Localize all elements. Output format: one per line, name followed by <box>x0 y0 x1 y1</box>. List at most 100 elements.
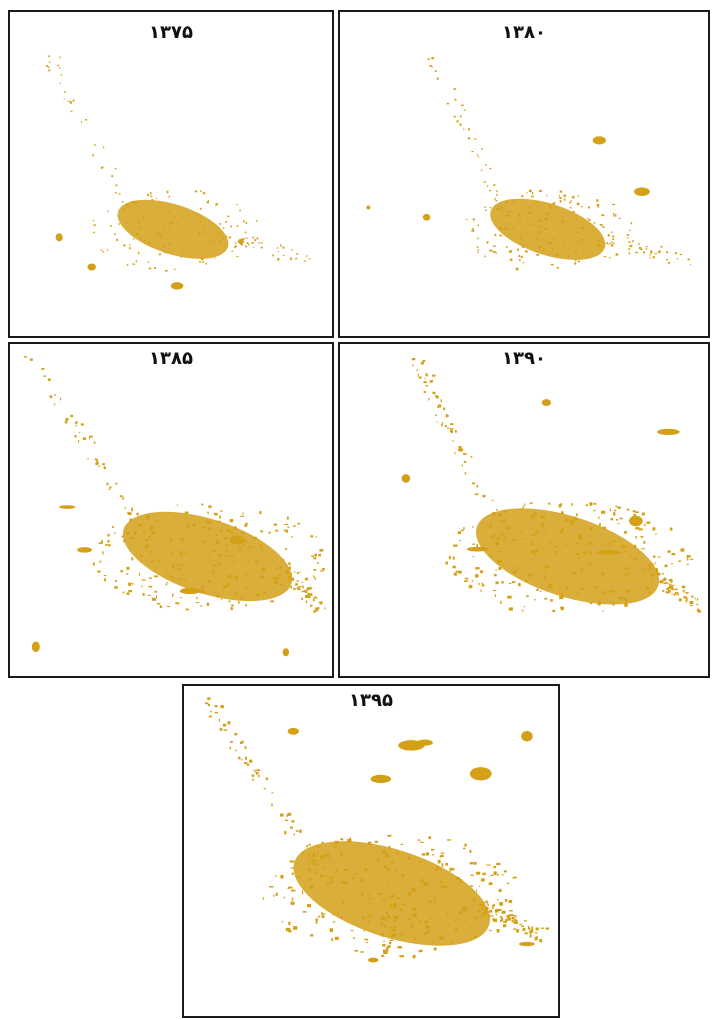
corridor-patch <box>49 395 53 399</box>
corridor-patch <box>143 531 147 534</box>
corridor-patch <box>659 580 663 583</box>
urban-patch <box>574 566 578 568</box>
urban-patch <box>552 204 555 206</box>
corridor-patch <box>454 98 457 101</box>
urban-patch <box>474 935 478 938</box>
urban-patch <box>213 238 215 241</box>
urban-patch <box>559 197 562 200</box>
corridor-patch <box>459 446 461 448</box>
urban-patch <box>530 550 535 554</box>
urban-patch <box>316 846 321 848</box>
urban-patch <box>230 607 233 611</box>
urban-patch <box>521 609 524 612</box>
urban-patch <box>546 565 550 568</box>
urban-patch <box>218 554 222 557</box>
corridor-patch <box>47 378 51 381</box>
corridor-patch <box>131 200 134 203</box>
corridor-patch <box>287 812 292 816</box>
satellite-settlement <box>592 136 606 145</box>
urban-patch <box>228 236 232 239</box>
urban-patch <box>580 588 584 590</box>
corridor-patch <box>313 596 317 599</box>
urban-patch <box>469 862 474 865</box>
urban-patch <box>180 553 184 556</box>
urban-patch <box>649 591 651 594</box>
corridor-patch <box>486 185 489 187</box>
corridor-patch <box>296 571 299 575</box>
urban-patch <box>107 533 110 537</box>
urban-patch <box>505 898 508 902</box>
corridor-patch <box>470 456 473 458</box>
corridor-patch <box>220 705 224 709</box>
urban-patch <box>138 572 140 576</box>
urban-patch <box>496 928 500 933</box>
urban-patch <box>524 580 528 583</box>
corridor-patch <box>501 910 506 914</box>
urban-patch <box>509 259 513 261</box>
urban-patch <box>439 855 443 858</box>
urban-patch <box>489 207 492 209</box>
urban-patch <box>319 548 324 552</box>
corridor-patch <box>286 814 288 818</box>
urban-patch <box>207 511 209 514</box>
urban-patch <box>137 251 140 255</box>
urban-patch <box>170 224 172 226</box>
urban-patch <box>570 524 574 526</box>
corridor-patch <box>505 525 507 528</box>
corridor-patch <box>312 854 316 857</box>
corridor-patch <box>673 584 675 586</box>
corridor-patch <box>429 65 432 67</box>
urban-patch <box>315 536 317 538</box>
urban-patch <box>245 573 249 575</box>
satellite-settlement <box>457 447 464 452</box>
urban-patch <box>164 218 166 221</box>
corridor-patch <box>471 151 474 153</box>
corridor-patch <box>289 826 293 829</box>
urban-patch <box>376 858 380 862</box>
urban-patch <box>126 573 129 575</box>
urban-patch <box>499 888 502 892</box>
urban-patch <box>230 531 233 534</box>
urban-patch <box>180 538 184 541</box>
corridor-patch <box>260 246 263 249</box>
corridor-patch <box>59 82 61 84</box>
urban-patch <box>149 192 152 195</box>
urban-patch <box>521 514 524 517</box>
corridor-patch <box>251 242 254 244</box>
corridor-patch <box>627 237 629 239</box>
urban-patch <box>447 885 449 888</box>
urban-patch <box>235 592 238 595</box>
urban-patch <box>114 579 117 582</box>
urban-patch <box>199 207 202 210</box>
corridor-patch <box>100 167 103 169</box>
urban-patch <box>623 550 626 553</box>
urban-patch <box>184 230 186 232</box>
corridor-patch <box>301 581 303 584</box>
urban-patch <box>538 245 541 249</box>
urban-patch <box>262 897 264 900</box>
corridor-patch <box>64 91 66 94</box>
urban-patch <box>652 555 656 558</box>
corridor-patch <box>675 592 679 594</box>
corridor-patch <box>674 252 677 255</box>
urban-patch <box>135 260 137 263</box>
urban-patch <box>253 536 257 539</box>
urban-patch <box>407 918 411 920</box>
corridor-patch <box>295 258 298 260</box>
urban-patch <box>354 949 358 952</box>
corridor-patch <box>146 544 150 546</box>
urban-patch <box>664 564 668 568</box>
urban-patch <box>125 203 128 206</box>
urban-patch <box>216 594 220 598</box>
urban-patch <box>580 568 584 572</box>
urban-patch <box>671 587 674 591</box>
urban-patch <box>589 541 592 545</box>
urban-patch <box>286 516 289 520</box>
urban-patch <box>310 535 314 538</box>
map-panel-1395: ۱۳۹۵ <box>182 684 560 1018</box>
urban-patch <box>523 605 526 608</box>
urban-patch <box>254 560 259 563</box>
urban-patch <box>536 253 540 256</box>
corridor-patch <box>503 519 506 523</box>
corridor-patch <box>315 609 318 612</box>
